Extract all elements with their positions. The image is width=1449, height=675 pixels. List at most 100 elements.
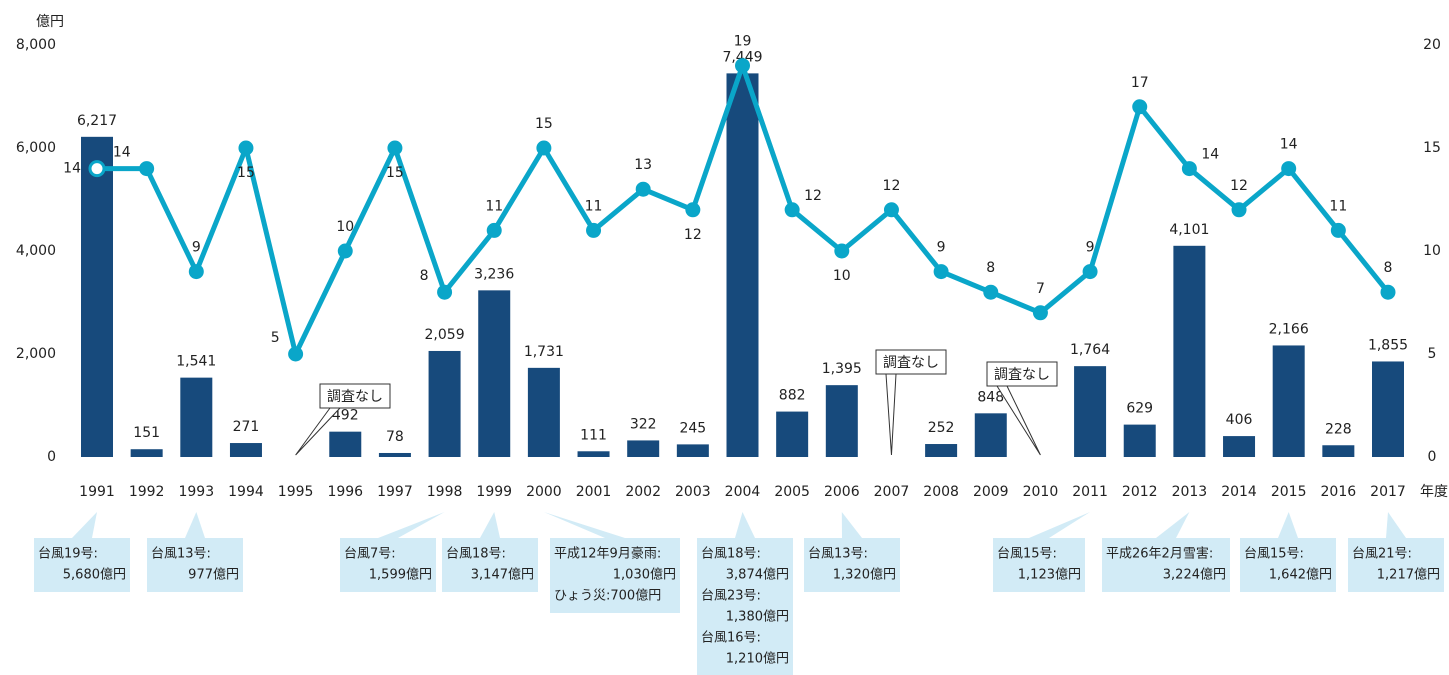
note-text: 1,380億円 (726, 609, 789, 625)
x-tick-label: 2010 (1023, 484, 1059, 500)
x-tick-label: 1993 (178, 484, 214, 500)
x-tick-label: 2014 (1221, 484, 1257, 500)
line-point (188, 264, 204, 280)
line-point (437, 284, 453, 300)
note-box (697, 538, 793, 675)
line-value-label: 10 (833, 268, 851, 284)
x-axis-label: 年度 (1420, 484, 1448, 500)
bar (130, 449, 163, 457)
bar (726, 73, 759, 458)
note-pointer (1278, 512, 1298, 538)
callout-box (319, 383, 391, 409)
note-text: 台風16号: (701, 631, 761, 646)
x-tick-label: 1999 (476, 484, 512, 500)
line-value-label: 9 (937, 240, 946, 256)
note-text: 1,030億円 (613, 567, 676, 583)
bar (527, 367, 560, 457)
bar-value-label: 111 (580, 427, 607, 443)
line-point (1231, 202, 1247, 218)
bar (1074, 366, 1107, 457)
bar-value-label: 492 (332, 408, 359, 424)
line-value-label: 19 (734, 34, 752, 50)
note-box (804, 538, 900, 592)
line-value-label: 5 (271, 330, 280, 346)
note-text: 1,320億円 (833, 567, 896, 583)
bar (1123, 424, 1156, 457)
bar-value-label: 151 (133, 425, 160, 441)
note-box (1102, 538, 1230, 592)
bar-value-label: 1,855 (1368, 337, 1408, 353)
bar-value-label: 1,395 (822, 361, 862, 377)
bar (776, 411, 809, 457)
line-point (735, 58, 750, 74)
x-tick-label: 1991 (79, 484, 115, 500)
y2-tick-label: 0 (1428, 449, 1437, 465)
note-text: 台風13号: (808, 547, 868, 562)
line-point (1181, 161, 1197, 177)
x-tick-label: 2009 (973, 484, 1009, 500)
x-tick-label: 2004 (725, 484, 761, 500)
bar-value-label: 2,059 (425, 327, 465, 343)
line-value-label: 7 (1036, 281, 1045, 297)
line-value-label: 12 (684, 227, 702, 243)
line-point (883, 202, 899, 218)
x-tick-label: 2015 (1271, 484, 1307, 500)
y2-tick-label: 10 (1423, 243, 1441, 259)
y-axis-label: 億円 (36, 14, 64, 30)
bar (627, 440, 660, 457)
x-tick-label: 2016 (1321, 484, 1357, 500)
note-box (147, 538, 243, 592)
note-text: 台風7号: (344, 547, 396, 562)
bar (1223, 436, 1256, 457)
bar (329, 431, 362, 457)
note-pointer (1386, 512, 1406, 538)
line-point (337, 243, 353, 259)
bar (974, 413, 1007, 457)
x-tick-label: 1997 (377, 484, 413, 500)
x-tick-label: 2006 (824, 484, 860, 500)
line-point (1032, 305, 1048, 321)
line-point (834, 243, 850, 259)
bar-value-label: 252 (928, 420, 955, 436)
note-box (1240, 538, 1336, 592)
note-text: 平成12年9月豪雨: (554, 546, 661, 562)
note-text: 台風18号: (701, 547, 761, 562)
line-value-label: 14 (113, 145, 131, 161)
bar-value-label: 4,101 (1169, 222, 1209, 238)
line-value-label: 11 (485, 198, 503, 214)
line-point (1380, 284, 1396, 300)
x-tick-label: 2003 (675, 484, 711, 500)
callout-box (986, 361, 1058, 387)
note-pointer (480, 512, 500, 538)
line-point (1281, 161, 1297, 177)
note-box (340, 538, 436, 592)
note-text: 3,224億円 (1163, 567, 1226, 583)
note-pointer (543, 512, 625, 538)
line-value-label: 14 (1201, 147, 1219, 163)
note-text: 台風19号: (38, 547, 98, 562)
bar (1173, 245, 1206, 457)
line-value-label: 15 (237, 165, 255, 181)
line-point (685, 202, 701, 218)
note-text: 台風23号: (701, 589, 761, 604)
note-text: 1,210億円 (726, 651, 789, 667)
x-tick-label: 1994 (228, 484, 264, 500)
x-tick-label: 2000 (526, 484, 562, 500)
bar (81, 136, 113, 457)
x-tick-label: 1992 (129, 484, 165, 500)
note-text: 台風13号: (151, 547, 211, 562)
bar-value-label: 406 (1226, 412, 1253, 428)
note-box (993, 538, 1085, 592)
callout-pointer (295, 407, 341, 456)
note-text: 3,874億円 (726, 567, 789, 583)
note-text: 3,147億円 (471, 567, 534, 583)
bar-value-label: 322 (630, 416, 657, 432)
note-pointer (841, 512, 862, 538)
bar-value-label: 271 (233, 419, 260, 435)
line-value-label: 8 (420, 268, 429, 284)
note-text: 台風21号: (1352, 547, 1412, 562)
note-box (1348, 538, 1444, 592)
note-box (550, 538, 680, 613)
callout-text: 調査なし (994, 367, 1050, 383)
line-value-label: 11 (585, 198, 603, 214)
